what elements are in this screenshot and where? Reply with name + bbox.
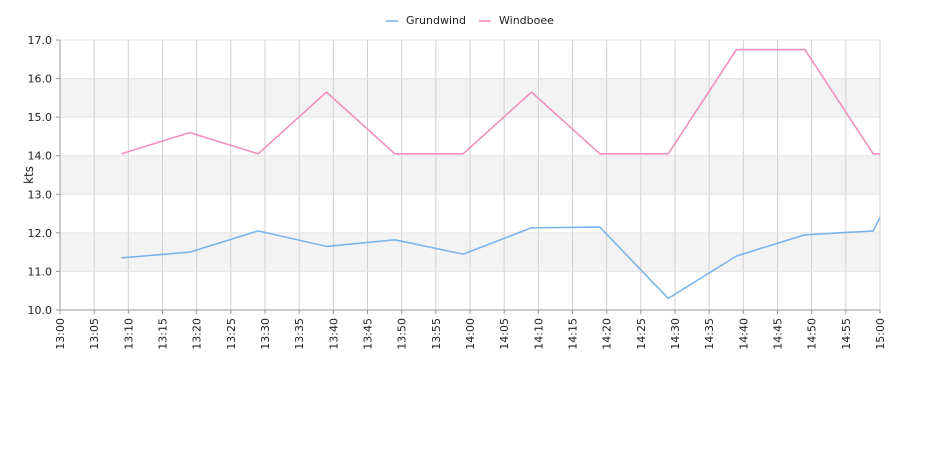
x-tick-label: 14:10 <box>532 318 545 350</box>
x-tick-label: 13:30 <box>259 318 272 350</box>
y-tick-label: 11.0 <box>28 265 53 278</box>
y-axis-label: kts <box>22 166 36 184</box>
y-tick-label: 16.0 <box>28 73 53 86</box>
series-layer <box>121 48 881 300</box>
x-tick-label: 13:55 <box>430 318 443 350</box>
x-tick-label: 14:25 <box>635 318 648 350</box>
y-tick-label: 12.0 <box>28 227 53 240</box>
series-line-grundwind[interactable] <box>121 217 881 300</box>
series-line-windboee[interactable] <box>121 48 881 155</box>
legend-label: Grundwind <box>406 14 466 27</box>
x-tick-label: 13:05 <box>88 318 101 350</box>
legend-item-grundwind[interactable]: Grundwind <box>386 14 466 27</box>
x-tick-label: 13:20 <box>191 318 204 350</box>
x-tick-label: 14:30 <box>669 318 682 350</box>
x-tick-label: 14:00 <box>464 318 477 350</box>
x-tick-label: 13:35 <box>293 318 306 350</box>
x-tick-label: 14:35 <box>703 318 716 350</box>
x-tick-label: 13:40 <box>327 318 340 350</box>
x-tick-label: 14:45 <box>772 318 785 350</box>
x-tick-label: 15:00 <box>874 318 887 350</box>
x-tick-label: 13:25 <box>225 318 238 350</box>
x-tick-label: 13:10 <box>122 318 135 350</box>
x-tick-label: 14:05 <box>498 318 511 350</box>
legend-label: Windboee <box>499 14 554 27</box>
legend-item-windboee[interactable]: Windboee <box>479 14 554 27</box>
x-tick-label: 14:40 <box>737 318 750 350</box>
y-tick-label: 14.0 <box>28 150 53 163</box>
x-tick-labels: 13:00 13:05 13:10 13:15 13:20 13:25 13:30 13:35… <box>54 310 887 350</box>
x-tick-label: 13:50 <box>396 318 409 350</box>
y-tick-label: 13.0 <box>28 188 53 201</box>
x-tick-label: 14:50 <box>806 318 819 350</box>
x-tick-label: 14:20 <box>601 318 614 350</box>
x-tick-label: 13:15 <box>157 318 170 350</box>
x-tick-label: 13:45 <box>362 318 375 350</box>
x-tick-label: 14:55 <box>840 318 853 350</box>
legend[interactable]: Grundwind Windboee <box>386 14 554 27</box>
y-tick-label: 15.0 <box>28 111 53 124</box>
y-tick-label: 17.0 <box>28 34 53 47</box>
y-tick-labels: 10.0 11.0 12.0 13.0 14.0 15.0 16.0 17.0 <box>28 34 60 317</box>
grid-lines <box>59 39 881 311</box>
x-tick-label: 14:15 <box>567 318 580 350</box>
x-tick-label: 13:00 <box>54 318 67 350</box>
y-tick-label: 10.0 <box>28 304 53 317</box>
